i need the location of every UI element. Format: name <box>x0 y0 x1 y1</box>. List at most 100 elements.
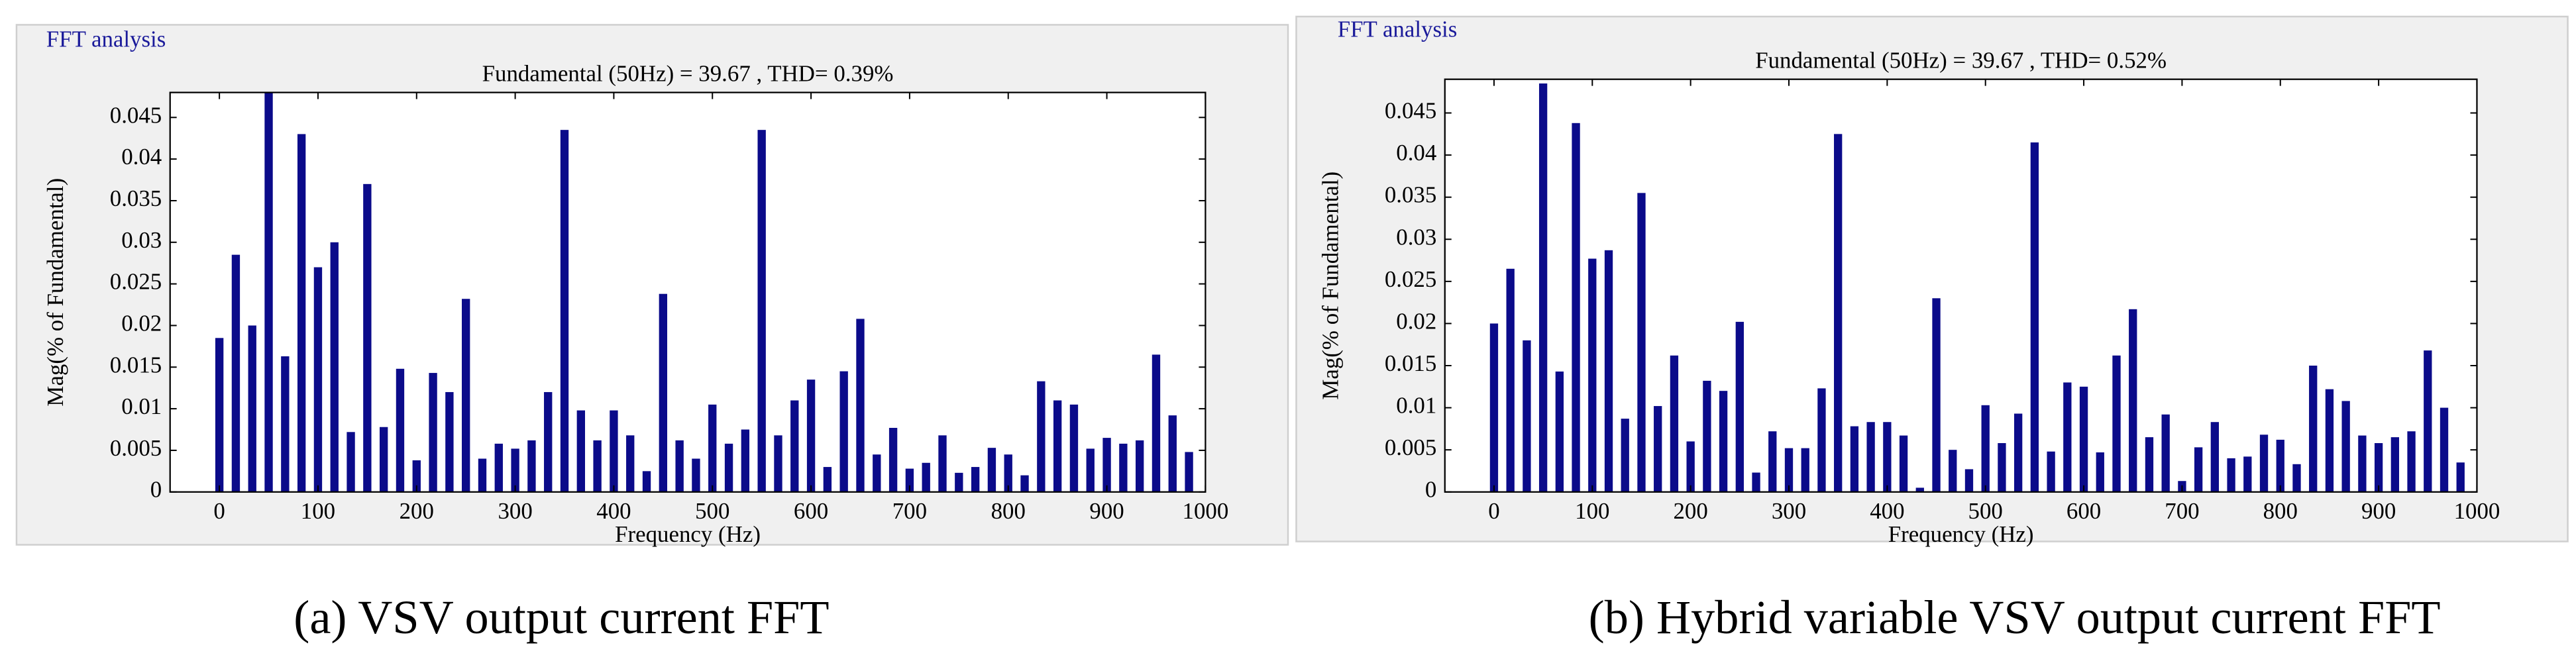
x-tick-label: 800 <box>991 498 1026 524</box>
y-tick-label: 0.045 <box>1385 98 1436 124</box>
bar <box>478 458 487 492</box>
bar <box>1555 371 1564 492</box>
bar <box>231 254 241 492</box>
y-tick-label: 0.02 <box>121 310 162 336</box>
bar <box>281 356 290 492</box>
x-tick-label: 200 <box>1673 498 1707 524</box>
bar <box>248 325 256 492</box>
x-tick-label: 100 <box>1575 498 1609 524</box>
y-tick-label: 0.035 <box>110 185 162 211</box>
bar <box>2079 386 2088 492</box>
bar <box>1004 454 1012 492</box>
y-tick-label: 0.025 <box>1385 266 1436 292</box>
bar <box>1152 354 1161 492</box>
bar <box>412 460 421 492</box>
x-tick-label: 500 <box>695 498 729 524</box>
bar <box>576 410 585 492</box>
bar <box>1752 472 1760 492</box>
bar <box>2407 431 2416 492</box>
plot-area <box>170 92 1206 492</box>
bar <box>2063 382 2072 492</box>
axes-box <box>1444 78 2478 493</box>
bar <box>1135 440 1144 492</box>
bar <box>692 458 700 492</box>
bar <box>363 183 372 492</box>
y-tick-label: 0.04 <box>121 144 162 170</box>
x-tick-label: 0 <box>1488 498 1499 524</box>
bar <box>264 92 273 492</box>
x-axis-label: Frequency (Hz) <box>615 521 761 547</box>
bar <box>544 391 553 492</box>
bar <box>1784 448 1794 492</box>
bar <box>1703 380 1711 492</box>
bar <box>347 432 355 492</box>
bar <box>724 443 733 492</box>
bar <box>1069 404 1079 492</box>
bar <box>2440 407 2449 492</box>
bar <box>905 468 914 492</box>
y-tick-label: 0.005 <box>1385 434 1436 460</box>
x-tick-label: 1000 <box>1183 498 1229 524</box>
bar <box>1686 441 1695 492</box>
bar <box>971 467 980 492</box>
bar <box>1523 340 1531 492</box>
bar <box>494 443 503 492</box>
bar <box>888 427 898 492</box>
x-axis-label: Frequency (Hz) <box>1888 521 2034 547</box>
panel: FFT analysis 0 0.005 0.01 0.015 0.02 0.025 0.03… <box>1295 15 2569 644</box>
x-tick-label: 600 <box>794 498 828 524</box>
axes-box <box>169 91 1207 493</box>
bar <box>1621 419 1629 492</box>
bar <box>2112 355 2121 492</box>
bar <box>2456 462 2465 492</box>
bar <box>2210 422 2220 492</box>
x-tick-label: 700 <box>892 498 927 524</box>
x-tick-label: 700 <box>2165 498 2199 524</box>
bar <box>396 368 405 492</box>
bar <box>1899 435 1908 492</box>
x-tick-label: 400 <box>596 498 631 524</box>
bar <box>2013 413 2023 492</box>
bar <box>2292 464 2301 492</box>
bar <box>1102 438 1111 492</box>
bar <box>873 454 881 492</box>
bar <box>2243 456 2252 492</box>
bar <box>2390 437 2399 492</box>
y-tick-label: 0.025 <box>110 269 162 295</box>
y-tick-label: 0.03 <box>121 227 162 253</box>
bar <box>1850 426 1859 492</box>
bar <box>675 440 684 492</box>
x-tick-label: 100 <box>301 498 335 524</box>
bar <box>1654 406 1662 492</box>
bar <box>1768 431 1777 492</box>
bar <box>1964 469 1974 492</box>
y-tick-label: 0.035 <box>1385 182 1436 208</box>
bar <box>1981 405 1990 492</box>
x-tick-label: 600 <box>2066 498 2101 524</box>
bar <box>429 373 437 492</box>
bar <box>1168 415 1177 492</box>
x-tick-label: 300 <box>1772 498 1806 524</box>
bar <box>1949 450 1957 492</box>
bar <box>1883 422 1892 492</box>
bar <box>313 267 323 492</box>
x-tick-label: 300 <box>498 498 532 524</box>
caption: (b) Hybrid variable VSV output current F… <box>1589 591 2441 644</box>
bar <box>790 400 799 492</box>
bar <box>1185 452 1193 492</box>
bar <box>1866 422 1875 492</box>
bar <box>2309 366 2318 492</box>
bar <box>1489 323 1499 492</box>
bar <box>1817 388 1826 492</box>
bar <box>445 391 454 492</box>
y-axis-label: Mag(% of Fundamental) <box>1317 172 1343 400</box>
bar <box>1020 475 1029 492</box>
bar <box>593 440 602 492</box>
chart-title: Fundamental (50Hz) = 39.67 , THD= 0.39% <box>482 61 894 87</box>
x-tick-label: 200 <box>400 498 434 524</box>
bar <box>2341 401 2350 492</box>
x-tick-label: 500 <box>1968 498 2003 524</box>
bar <box>330 242 339 492</box>
bar <box>774 435 782 492</box>
